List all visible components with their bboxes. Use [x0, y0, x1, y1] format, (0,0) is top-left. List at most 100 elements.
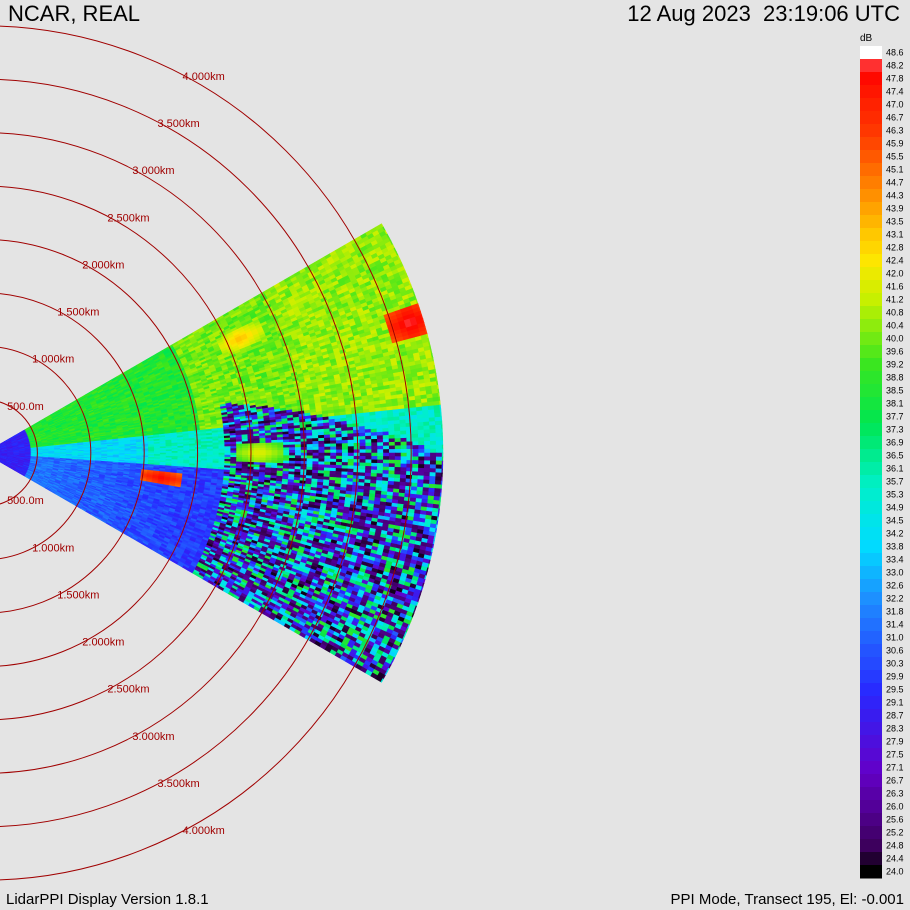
ppi-cell: [424, 444, 431, 450]
ppi-cell: [371, 452, 378, 457]
ppi-cell: [359, 432, 366, 437]
ppi-cell: [382, 427, 390, 433]
ppi-cell: [441, 452, 444, 458]
ppi-cell: [306, 446, 314, 451]
ppi-cell: [335, 437, 343, 442]
ppi-cell: [289, 444, 296, 448]
ppi-cell: [347, 433, 355, 438]
ppi-cell: [347, 452, 355, 457]
ppi-cell: [341, 446, 349, 451]
ppi-cell: [416, 301, 425, 308]
ppi-cell: [394, 441, 402, 447]
ppi-cell: [289, 452, 296, 457]
ppi-cell: [359, 442, 367, 447]
ppi-cell: [277, 452, 284, 456]
ppi-cell: [253, 452, 261, 456]
ppi-cell: [424, 460, 431, 465]
ppi-cell: [324, 452, 331, 457]
ppi-cell: [265, 447, 273, 451]
ppi-cell: [306, 441, 314, 445]
ppi-cell: [341, 458, 349, 463]
ppi-cell: [371, 456, 378, 461]
ppi-cell: [400, 434, 407, 439]
ppi-cell: [365, 449, 372, 454]
ppi-cell: [265, 450, 273, 454]
ppi-cell: [336, 446, 343, 451]
ppi-cell: [394, 449, 402, 454]
ppi-cell: [365, 435, 372, 440]
ppi-cell: [341, 449, 349, 454]
ppi-cell: [399, 423, 407, 428]
ppi-cell: [230, 450, 237, 454]
ppi-cell: [371, 459, 378, 464]
ppi-cell: [324, 455, 331, 460]
ppi-cell: [371, 442, 378, 447]
ppi-cell: [347, 446, 355, 451]
ppi-cell: [359, 436, 366, 441]
ppi-cell: [265, 452, 273, 456]
ppi-cell: [440, 412, 444, 418]
ppi-cell: [418, 445, 425, 450]
ppi-cell: [330, 446, 337, 451]
ppi-cell: [318, 437, 325, 442]
ppi-cell: [294, 455, 302, 459]
ppi-cell: [365, 445, 372, 450]
ppi-cell: [394, 438, 402, 443]
ppi-cell: [271, 450, 279, 454]
ppi-cell: [435, 428, 443, 434]
ppi-cell: [441, 456, 444, 462]
ppi-cell: [312, 455, 320, 460]
ppi-cell: [318, 455, 325, 460]
ppi-cell: [388, 449, 396, 454]
ppi-cell: [391, 241, 400, 249]
ppi-cell: [371, 438, 378, 444]
ppi-cell: [318, 446, 325, 451]
ppi-cell: [353, 455, 361, 460]
ppi-cell: [336, 449, 343, 454]
ppi-cell: [441, 440, 444, 446]
ppi-cell: [318, 449, 325, 454]
ppi-cell: [329, 437, 337, 442]
ppi-cell: [436, 384, 444, 390]
ppi-cell: [441, 460, 444, 466]
datetime-title: 12 Aug 2023 23:19:06 UTC: [627, 1, 900, 26]
ppi-cell: [434, 416, 442, 422]
ppi-cell: [435, 440, 443, 446]
ppi-cell: [397, 252, 405, 260]
ppi-cell: [224, 450, 232, 454]
ppi-cell: [353, 442, 361, 447]
ppi-cell: [418, 452, 425, 458]
ppi-cell: [394, 452, 402, 457]
ppi-cell: [400, 441, 408, 447]
ppi-cell: [330, 443, 337, 448]
ppi-cell: [271, 445, 278, 449]
ppi-cell: [412, 441, 419, 446]
ppi-cell: [409, 282, 418, 290]
ppi-cell: [423, 429, 431, 435]
ppi-cell: [411, 426, 419, 431]
ppi-cell: [383, 456, 390, 461]
ppi-cell: [341, 455, 349, 460]
ppi-cell: [405, 426, 413, 432]
ppi-cell: [324, 458, 331, 463]
ppi-cell: [306, 444, 314, 448]
ppi-cell: [294, 441, 302, 446]
ppi-cell: [283, 452, 290, 456]
ppi-cell: [377, 456, 384, 461]
ppi-cell: [406, 445, 414, 450]
ppi-cell: [382, 459, 390, 464]
ppi-cell: [430, 456, 437, 462]
ppi-cell: [402, 263, 410, 271]
ppi-cell: [330, 458, 337, 463]
ppi-cell: [394, 427, 401, 432]
ppi-cell: [394, 459, 402, 465]
ppi-cell: [431, 356, 440, 363]
ppi-cell: [377, 445, 384, 450]
ppi-cell: [277, 444, 284, 449]
ppi-cell: [430, 348, 438, 355]
ppi-cell: [359, 455, 367, 460]
ppi-cell: [437, 392, 444, 398]
ppi-cell: [382, 435, 390, 440]
ppi-cell: [377, 452, 384, 457]
ppi-cell: [271, 452, 279, 456]
